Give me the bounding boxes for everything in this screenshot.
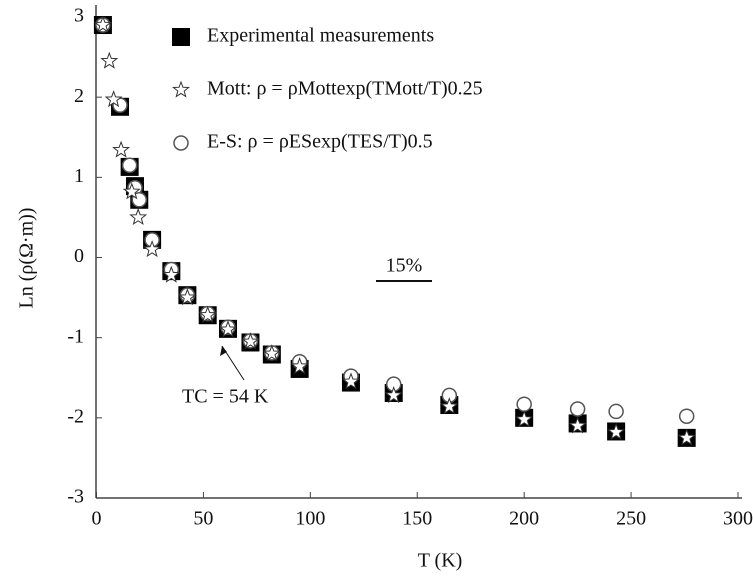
star-marker	[129, 207, 148, 226]
square-marker	[172, 28, 190, 46]
y-tick-label: 0	[74, 245, 84, 267]
x-tick-label: 250	[616, 508, 646, 530]
x-tick-label: 150	[402, 508, 432, 530]
star-marker	[219, 320, 237, 338]
star-marker	[172, 80, 190, 98]
y-tick-label: 1	[74, 165, 84, 187]
star-marker	[515, 409, 534, 428]
x-tick-label: 100	[295, 508, 325, 530]
star-marker	[100, 51, 119, 69]
x-tick-label: 0	[92, 508, 102, 530]
star-marker	[122, 182, 141, 200]
star-marker	[342, 372, 360, 390]
star-marker	[568, 416, 587, 434]
star-marker	[143, 240, 162, 258]
star-marker	[104, 90, 123, 108]
star-marker	[178, 288, 197, 306]
circle-marker	[516, 396, 532, 412]
x-axis-label: T (K)	[418, 550, 463, 572]
star-marker	[93, 15, 112, 33]
y-tick-label: 3	[74, 5, 84, 27]
y-tick-label: -1	[67, 325, 84, 347]
legend-label: Experimental measurements	[207, 25, 434, 47]
x-tick-label: 200	[509, 508, 539, 530]
y-axis-label: Ln (ρ(Ω·m))	[16, 208, 38, 309]
y-tick-label: -3	[67, 486, 84, 508]
star-marker	[112, 140, 131, 158]
circle-marker	[121, 157, 138, 174]
legend-label: E-S: ρ = ρESexp(TES/T)0.5	[207, 131, 433, 153]
star-marker	[162, 265, 181, 283]
star-marker	[677, 428, 696, 446]
annotation-arrowhead	[220, 346, 227, 356]
circle-marker	[678, 408, 695, 424]
x-tick-label: 50	[193, 508, 213, 530]
star-marker	[198, 305, 217, 323]
star-marker	[290, 357, 309, 375]
annotation: TC = 54 K	[182, 386, 269, 408]
circle-marker	[173, 135, 189, 151]
star-marker	[440, 397, 459, 415]
circle-marker	[608, 403, 624, 420]
annotation: 15%	[386, 255, 423, 277]
circle-marker	[569, 401, 586, 417]
star-marker	[241, 332, 260, 350]
x-tick-label: 300	[723, 508, 753, 530]
y-tick-label: 2	[74, 85, 84, 107]
star-marker	[384, 385, 403, 404]
star-marker	[607, 422, 626, 440]
star-marker	[262, 344, 281, 362]
y-tick-label: -2	[67, 405, 84, 427]
legend-label: Mott: ρ = ρMottexp(TMott/T)0.25	[207, 78, 483, 100]
